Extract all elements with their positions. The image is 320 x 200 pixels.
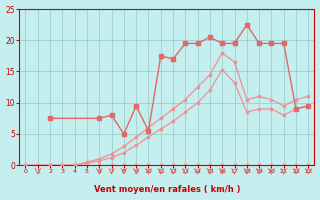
X-axis label: Vent moyen/en rafales ( km/h ): Vent moyen/en rafales ( km/h ) — [94, 185, 240, 194]
